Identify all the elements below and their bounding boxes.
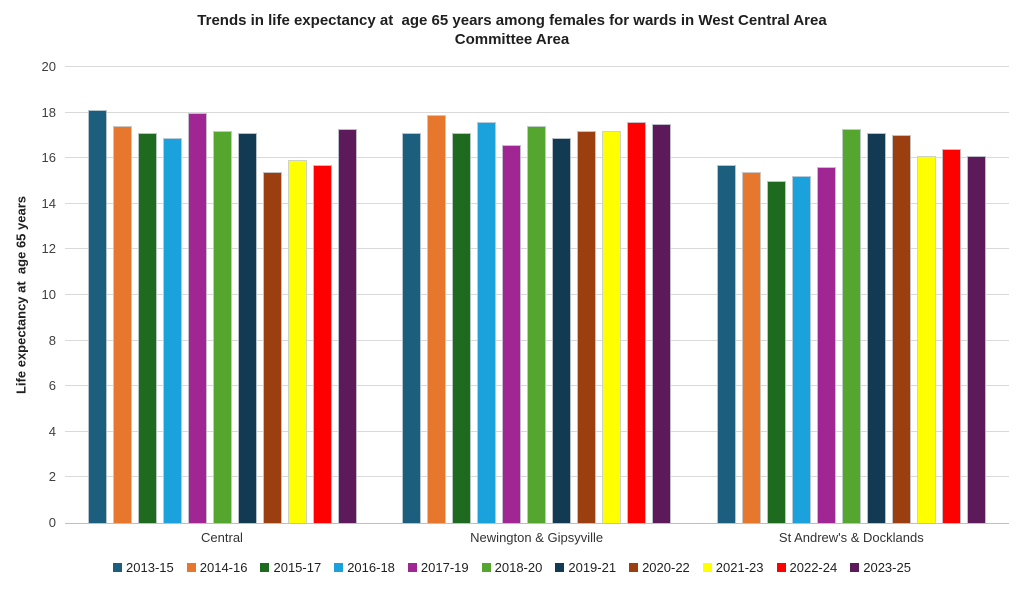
legend-item: 2019-21 xyxy=(555,560,616,575)
bar xyxy=(742,171,762,523)
legend-label: 2015-17 xyxy=(273,560,322,575)
y-tick-label: 0 xyxy=(48,515,56,530)
legend-swatch-icon xyxy=(260,563,270,572)
x-category-label: St Andrew's & Docklands xyxy=(778,530,924,545)
bar xyxy=(817,167,837,523)
bar xyxy=(137,133,157,523)
bar xyxy=(552,137,572,523)
legend-item: 2018-20 xyxy=(481,560,543,575)
gridline xyxy=(65,111,1009,113)
bar xyxy=(917,155,937,523)
bar xyxy=(652,124,672,523)
y-tick-label: 12 xyxy=(41,241,56,257)
bar xyxy=(942,149,962,523)
y-tick-label: 18 xyxy=(41,104,56,120)
bar-group xyxy=(380,67,695,523)
bar xyxy=(602,130,622,523)
legend-label: 2016-18 xyxy=(347,560,395,575)
plot-area xyxy=(65,66,1009,524)
legend: 2013-15 2014-16 2015-17 2016-18 2017-19 2018-… xyxy=(0,560,1024,575)
legend-label: 2014-16 xyxy=(199,560,248,575)
legend-label: 2013-15 xyxy=(126,560,174,575)
bar xyxy=(312,165,332,523)
bar xyxy=(237,133,257,523)
bar xyxy=(767,181,787,523)
bar xyxy=(502,144,522,523)
bar xyxy=(337,128,357,523)
legend-label: 2019-21 xyxy=(568,560,617,575)
legend-item: 2017-19 xyxy=(407,560,469,575)
bar xyxy=(477,121,497,523)
legend-item: 2016-18 xyxy=(334,560,395,575)
bar xyxy=(87,110,107,523)
legend-label: 2022-24 xyxy=(789,560,838,575)
y-tick-label: 16 xyxy=(41,150,56,166)
y-tick-label: 4 xyxy=(48,423,56,439)
bar xyxy=(112,126,132,523)
y-tick-label: 20 xyxy=(41,59,56,74)
legend-swatch-icon xyxy=(481,563,491,572)
legend-item: 2021-23 xyxy=(702,560,764,575)
legend-swatch-icon xyxy=(334,563,344,572)
chart-title: Trends in life expectancy at age 65 year… xyxy=(197,12,827,48)
legend-swatch-icon xyxy=(186,563,196,572)
legend-label: 2020-22 xyxy=(642,560,690,575)
legend-swatch-icon xyxy=(776,563,786,572)
y-tick-label: 10 xyxy=(41,287,56,302)
y-tick-label: 6 xyxy=(48,378,56,394)
y-tick-label: 2 xyxy=(48,469,56,485)
bar xyxy=(967,155,987,523)
legend-swatch-icon xyxy=(702,563,712,572)
gridline xyxy=(65,66,1009,67)
legend-item: 2014-16 xyxy=(186,560,248,575)
bar xyxy=(627,121,647,523)
legend-item: 2022-24 xyxy=(776,560,838,575)
legend-label: 2017-19 xyxy=(420,560,469,575)
legend-label: 2018-20 xyxy=(494,560,543,575)
y-tick-label: 14 xyxy=(41,195,56,211)
bar xyxy=(867,133,887,523)
bar xyxy=(427,114,447,523)
bar xyxy=(842,128,862,523)
legend-item: 2020-22 xyxy=(629,560,690,575)
legend-swatch-icon xyxy=(407,563,417,572)
bar xyxy=(212,130,232,523)
bar xyxy=(717,165,737,523)
x-axis-line xyxy=(65,523,1009,524)
legend-item: 2015-17 xyxy=(260,560,321,575)
bar xyxy=(287,160,307,523)
x-category-label: Central xyxy=(201,530,243,545)
bar xyxy=(577,130,597,523)
legend-item: 2023-25 xyxy=(850,560,911,575)
bar-group xyxy=(694,67,1009,523)
legend-item: 2013-15 xyxy=(113,560,174,575)
legend-swatch-icon xyxy=(555,563,565,572)
legend-swatch-icon xyxy=(629,563,639,572)
bar xyxy=(187,112,207,523)
legend-swatch-icon xyxy=(113,563,123,572)
x-category-label: Newington & Gipsyville xyxy=(470,530,604,545)
legend-label: 2023-25 xyxy=(863,560,911,575)
legend-swatch-icon xyxy=(850,563,860,572)
y-tick-label: 8 xyxy=(48,332,56,348)
bar xyxy=(452,133,472,523)
bar-group xyxy=(65,67,380,523)
bar xyxy=(792,176,812,523)
bar xyxy=(402,133,422,523)
bar xyxy=(892,135,912,523)
bar xyxy=(162,137,182,523)
bar xyxy=(527,126,547,523)
legend-label: 2021-23 xyxy=(715,560,764,575)
bar xyxy=(262,171,282,523)
